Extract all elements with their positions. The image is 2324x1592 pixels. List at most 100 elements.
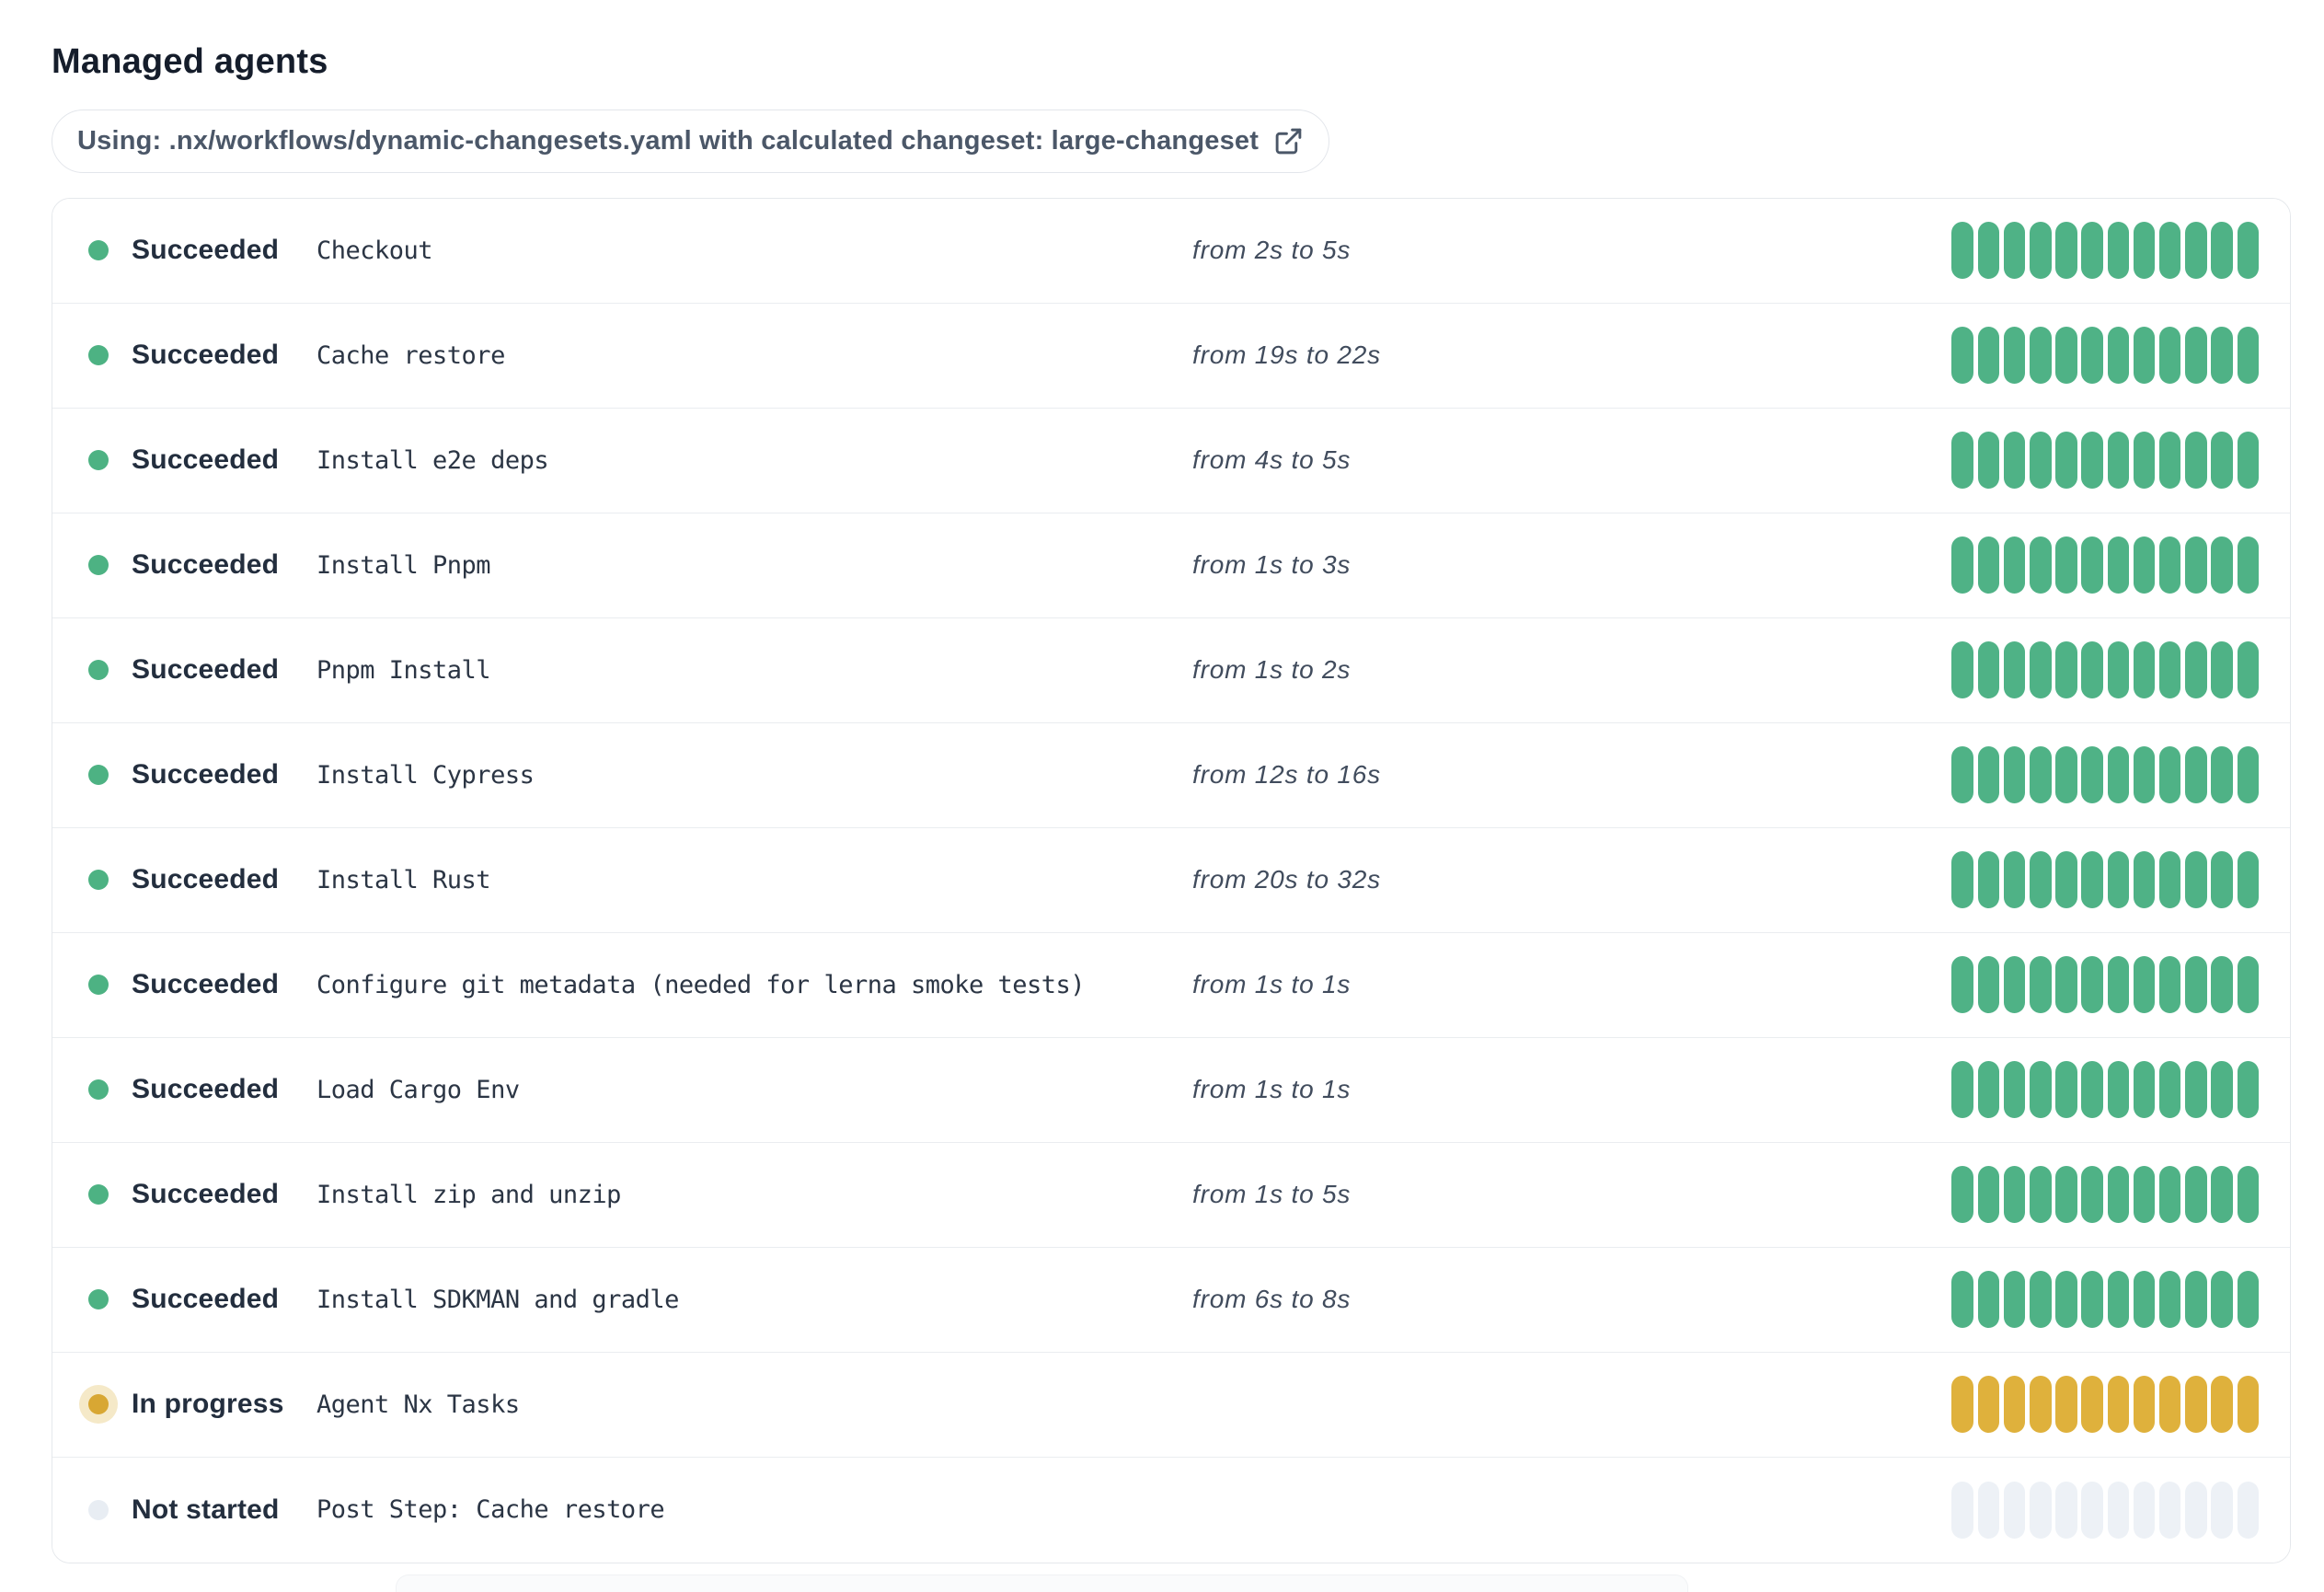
status-label: Succeeded: [132, 340, 280, 371]
progress-segment: [2030, 1376, 2052, 1434]
step-name: Install zip and unzip: [316, 1180, 621, 1209]
agent-step-row[interactable]: In progress Agent Nx Tasks: [52, 1352, 2290, 1458]
step-name: Agent Nx Tasks: [316, 1390, 520, 1419]
status-cell: Succeeded: [52, 340, 316, 371]
progress-segment: [1951, 1061, 1973, 1119]
progress-segment: [2030, 536, 2052, 594]
agent-step-row[interactable]: Succeeded Install Cypress from 12s to 16…: [52, 722, 2290, 828]
status-label: Succeeded: [132, 549, 280, 581]
step-name: Install Cypress: [316, 760, 535, 790]
workflow-banner-link[interactable]: Using: .nx/workflows/dynamic-changesets.…: [52, 109, 1330, 173]
status-label: Succeeded: [132, 864, 280, 895]
step-name: Pnpm Install: [316, 655, 491, 685]
progress-segment: [2211, 432, 2233, 490]
progress-segment: [2081, 1061, 2103, 1119]
status-cell: Succeeded: [52, 864, 316, 895]
status-cell: Succeeded: [52, 1179, 316, 1210]
progress-segment: [2237, 327, 2259, 385]
progress-segment: [2030, 746, 2052, 804]
agent-step-row[interactable]: Succeeded Install Rust from 20s to 32s: [52, 827, 2290, 933]
progress-segment: [2133, 746, 2156, 804]
status-dot: [88, 345, 109, 366]
external-link-icon: [1273, 126, 1304, 156]
step-duration: from 4s to 5s: [1192, 445, 1352, 475]
agent-step-row[interactable]: Succeeded Load Cargo Env from 1s to 1s: [52, 1037, 2290, 1143]
step-name: Configure git metadata (needed for lerna…: [316, 970, 1086, 999]
progress-segment: [2003, 641, 2026, 699]
progress-segment: [2185, 222, 2207, 280]
progress-segment: [2211, 1061, 2233, 1119]
step-duration: from 12s to 16s: [1192, 760, 1381, 790]
progress-segment: [2055, 1061, 2077, 1119]
progress-segment: [2003, 1166, 2026, 1224]
step-duration: from 1s to 5s: [1192, 1180, 1352, 1209]
status-label: Succeeded: [132, 444, 280, 476]
step-duration: from 1s to 1s: [1192, 1075, 1352, 1104]
progress-segment: [2211, 1166, 2233, 1224]
progress-segment: [2133, 222, 2156, 280]
progress-segment: [1951, 1481, 1973, 1539]
agents-table: Succeeded Checkout from 2s to 5s Succeed…: [52, 197, 2291, 1563]
progress-segment: [2081, 536, 2103, 594]
agent-step-row[interactable]: Succeeded Configure git metadata (needed…: [52, 932, 2290, 1038]
progress-segment: [2030, 1166, 2052, 1224]
progress-segment: [2185, 851, 2207, 909]
agent-step-row[interactable]: Succeeded Install SDKMAN and gradle from…: [52, 1247, 2290, 1353]
progress-segment: [2133, 1061, 2156, 1119]
progress-segment: [2055, 1271, 2077, 1329]
status-cell: Succeeded: [52, 654, 316, 686]
progress-segment: [2237, 1271, 2259, 1329]
progress-segment: [2055, 222, 2077, 280]
status-cell: Succeeded: [52, 969, 316, 1000]
progress-segment: [2211, 1481, 2233, 1539]
status-label: Succeeded: [132, 969, 280, 1000]
progress-segment: [2055, 1481, 2077, 1539]
progress-segment: [2081, 327, 2103, 385]
agent-step-row[interactable]: Succeeded Cache restore from 19s to 22s: [52, 303, 2290, 409]
progress-segments: [1951, 956, 2290, 1014]
progress-segment: [2030, 956, 2052, 1014]
progress-segment: [2158, 1481, 2181, 1539]
progress-segment: [1977, 956, 2000, 1014]
progress-segment: [2237, 956, 2259, 1014]
progress-segment: [1977, 432, 2000, 490]
progress-segment: [2003, 536, 2026, 594]
agent-step-row[interactable]: Succeeded Pnpm Install from 1s to 2s: [52, 617, 2290, 723]
progress-segment: [2185, 1376, 2207, 1434]
progress-segment: [2107, 1376, 2130, 1434]
workflow-banner-text: Using: .nx/workflows/dynamic-changesets.…: [77, 125, 1260, 156]
progress-segment: [2237, 1061, 2259, 1119]
progress-segment: [2107, 536, 2130, 594]
progress-segment: [2158, 746, 2181, 804]
progress-segment: [2237, 222, 2259, 280]
agent-step-row[interactable]: Not started Post Step: Cache restore: [52, 1457, 2290, 1563]
progress-segment: [2003, 1376, 2026, 1434]
agent-step-row[interactable]: Succeeded Install Pnpm from 1s to 3s: [52, 513, 2290, 618]
agent-step-row[interactable]: Succeeded Checkout from 2s to 5s: [52, 198, 2290, 304]
progress-segment: [2107, 1481, 2130, 1539]
progress-segment: [2158, 327, 2181, 385]
progress-segment: [1977, 641, 2000, 699]
agent-step-row[interactable]: Succeeded Install e2e deps from 4s to 5s: [52, 408, 2290, 513]
progress-segments: [1951, 1376, 2290, 1434]
step-duration: from 1s to 2s: [1192, 655, 1352, 685]
progress-segment: [1951, 432, 1973, 490]
progress-segment: [2211, 536, 2233, 594]
progress-segment: [2003, 1061, 2026, 1119]
progress-segment: [2185, 536, 2207, 594]
status-dot: [88, 555, 109, 576]
agent-step-row[interactable]: Succeeded Install zip and unzip from 1s …: [52, 1142, 2290, 1248]
step-duration: from 2s to 5s: [1192, 236, 1352, 265]
progress-segment: [2158, 536, 2181, 594]
progress-segments: [1951, 851, 2290, 909]
progress-segment: [2107, 432, 2130, 490]
progress-segment: [2003, 746, 2026, 804]
progress-segment: [2107, 1166, 2130, 1224]
progress-segment: [2211, 641, 2233, 699]
progress-segment: [1951, 641, 1973, 699]
status-label: Not started: [132, 1494, 280, 1525]
progress-segment: [2055, 536, 2077, 594]
status-label: Succeeded: [132, 235, 280, 266]
progress-segment: [2133, 956, 2156, 1014]
progress-segment: [1977, 1376, 2000, 1434]
